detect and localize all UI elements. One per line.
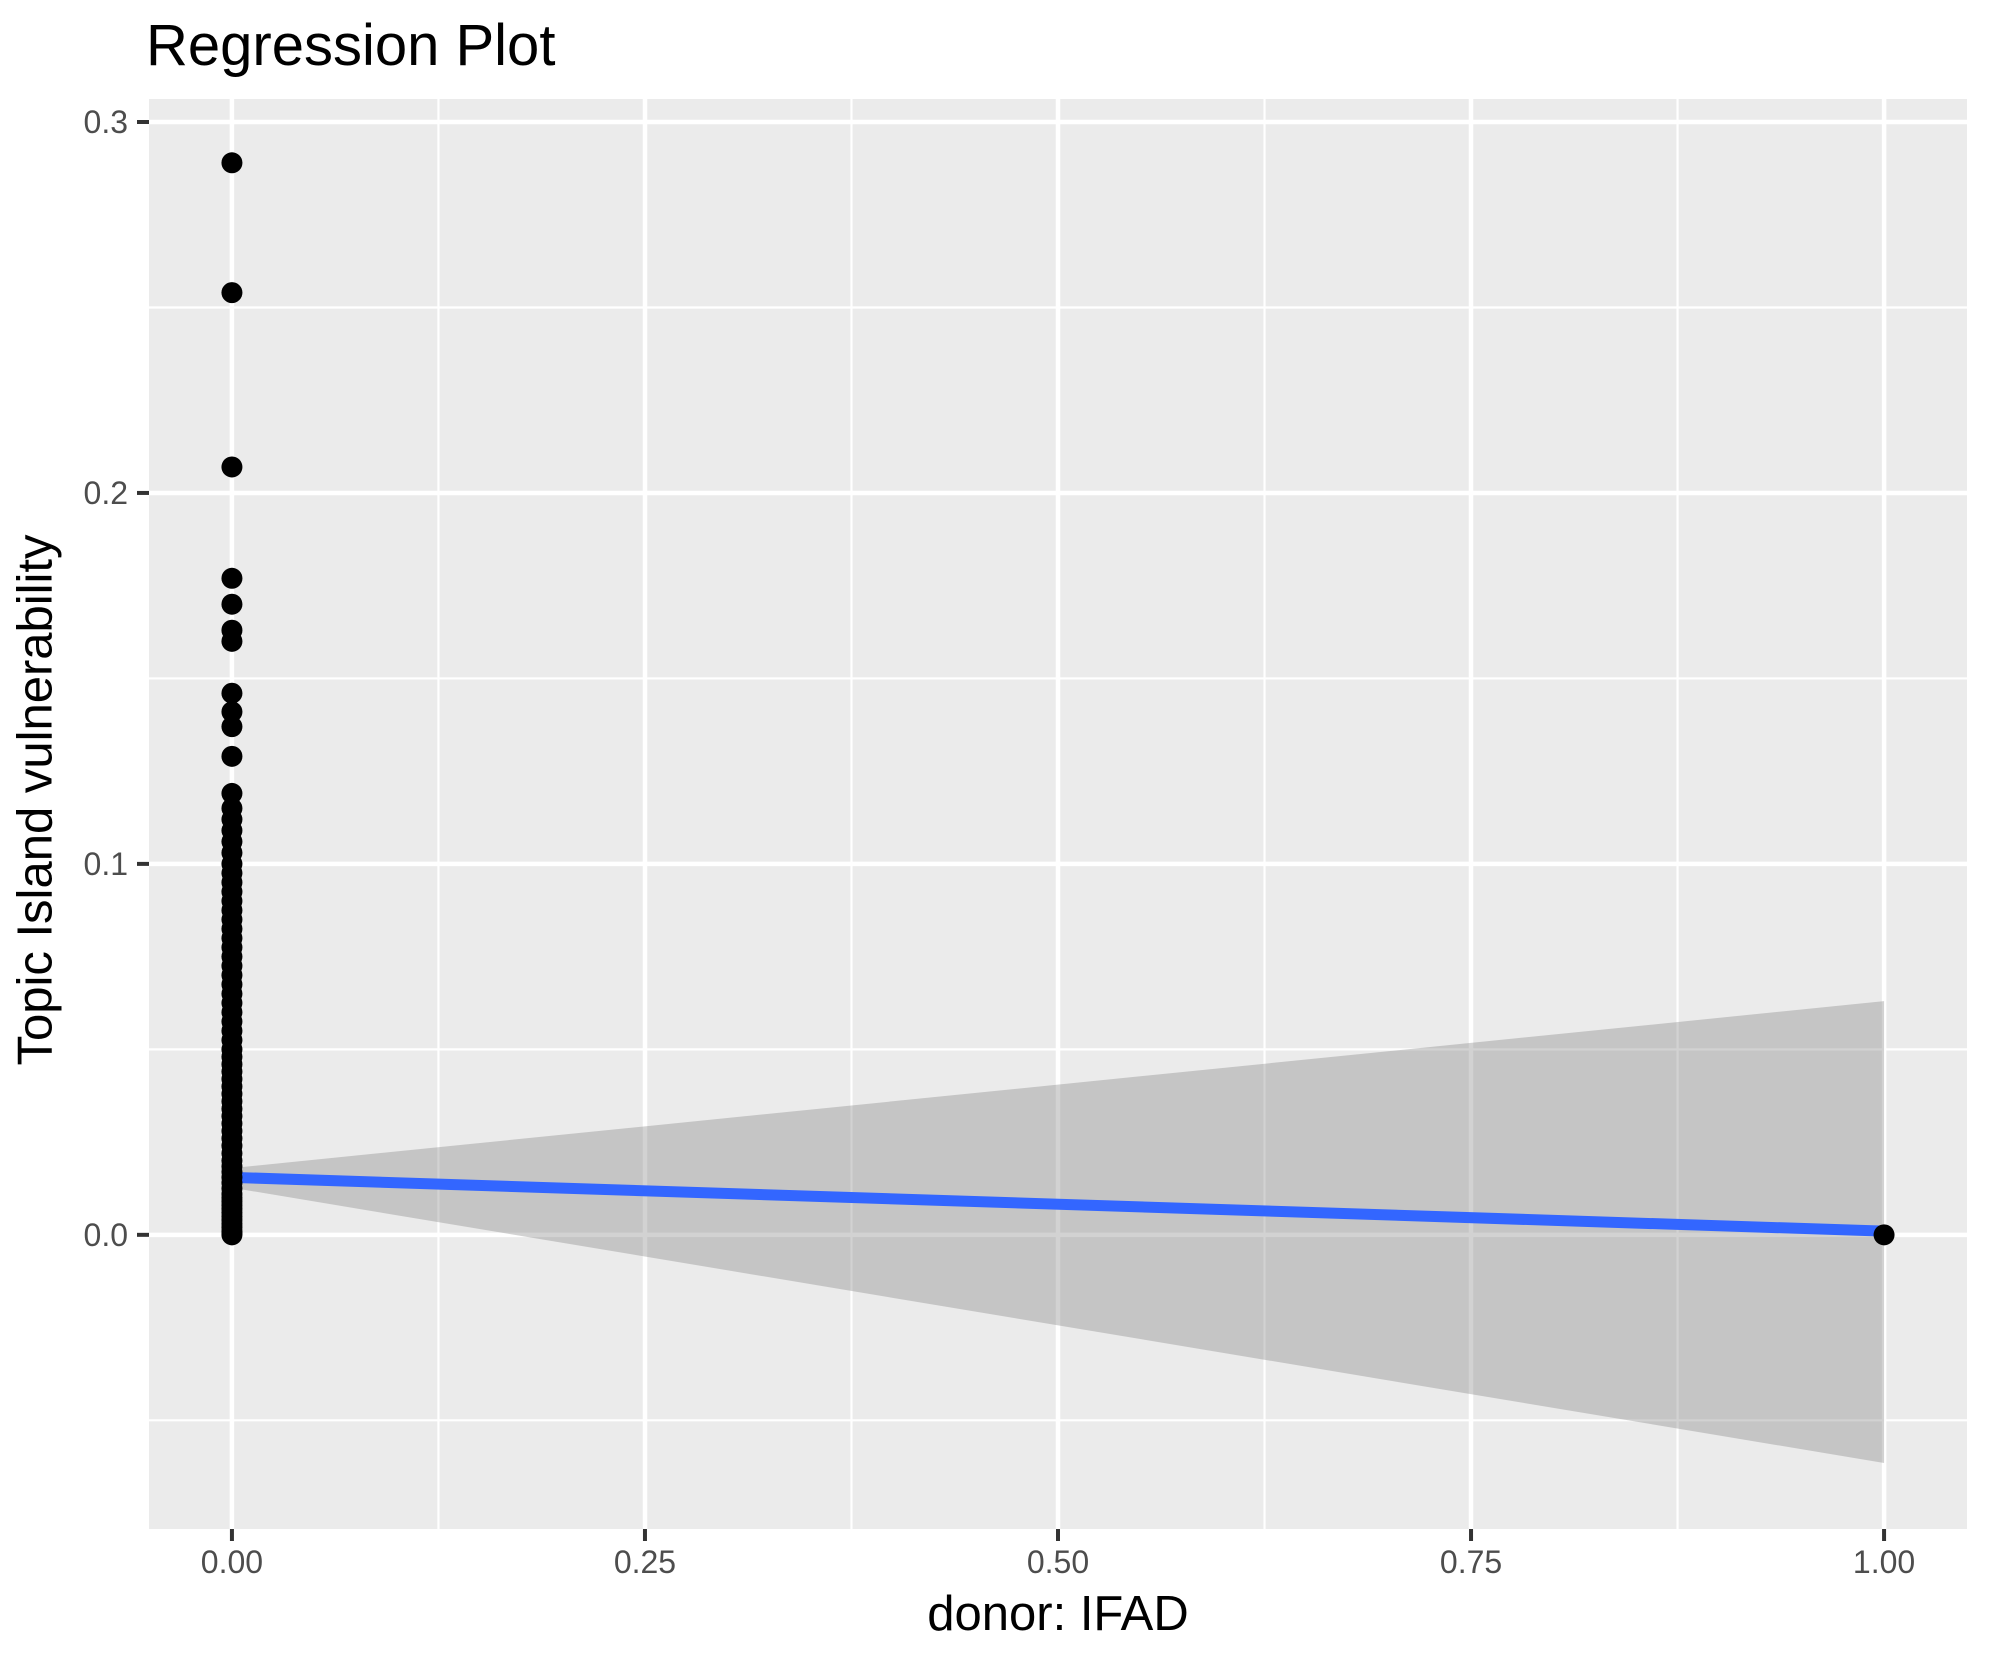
x-tick-label: 1.00	[1853, 1544, 1915, 1580]
data-point	[221, 567, 243, 589]
x-tick-label: 0.25	[614, 1544, 676, 1580]
y-tick-label: 0.2	[84, 475, 128, 511]
data-point	[221, 456, 243, 478]
chart-title: Regression Plot	[146, 13, 556, 78]
data-point	[221, 152, 243, 174]
x-tick-label: 0.00	[201, 1544, 263, 1580]
data-point	[221, 593, 243, 615]
data-point	[221, 682, 243, 704]
confidence-band	[231, 1001, 1885, 1463]
data-point	[1873, 1224, 1895, 1246]
x-tick-label: 0.50	[1027, 1544, 1089, 1580]
data-point	[221, 716, 243, 738]
y-tick-label: 0.1	[84, 846, 128, 882]
y-axis-title: Topic Island vulnerability	[9, 534, 64, 1066]
data-point	[221, 782, 243, 804]
x-axis-title: donor: IFAD	[927, 1587, 1189, 1641]
y-tick-label: 0.3	[84, 104, 128, 140]
data-point	[221, 630, 243, 652]
data-point	[221, 701, 243, 723]
x-tick-label: 0.75	[1440, 1544, 1502, 1580]
regression-line	[231, 1171, 1885, 1237]
y-tick-label: 0.0	[84, 1217, 128, 1253]
data-point	[221, 282, 243, 304]
data-point	[221, 1224, 243, 1246]
data-point	[221, 745, 243, 767]
